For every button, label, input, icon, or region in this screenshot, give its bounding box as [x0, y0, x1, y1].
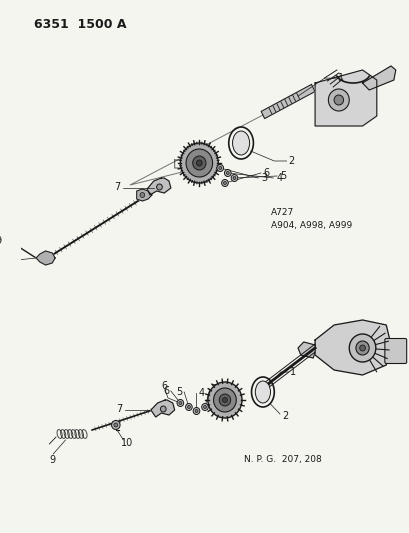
- Circle shape: [219, 394, 230, 406]
- Text: 2: 2: [281, 411, 288, 421]
- Circle shape: [186, 149, 212, 177]
- Circle shape: [359, 345, 364, 351]
- Polygon shape: [151, 400, 174, 417]
- Circle shape: [196, 160, 202, 166]
- Circle shape: [221, 180, 228, 187]
- Polygon shape: [315, 70, 376, 126]
- Circle shape: [224, 169, 231, 176]
- Circle shape: [180, 143, 218, 183]
- Text: 6: 6: [263, 168, 269, 178]
- Circle shape: [328, 89, 348, 111]
- Circle shape: [216, 165, 223, 172]
- Circle shape: [177, 400, 183, 407]
- Circle shape: [111, 421, 120, 430]
- Circle shape: [333, 95, 343, 105]
- Circle shape: [140, 192, 144, 198]
- Text: 10: 10: [120, 438, 133, 448]
- Circle shape: [222, 398, 227, 402]
- Text: 3: 3: [261, 173, 267, 183]
- Text: 7: 7: [114, 182, 120, 192]
- Text: N. P. G.  207, 208: N. P. G. 207, 208: [243, 455, 321, 464]
- Polygon shape: [136, 189, 151, 201]
- Text: 1: 1: [337, 73, 343, 83]
- Text: 3: 3: [211, 384, 217, 394]
- Text: A727
A904, A998, A999: A727 A904, A998, A999: [270, 208, 351, 230]
- Polygon shape: [315, 320, 390, 375]
- Circle shape: [178, 401, 181, 405]
- Circle shape: [185, 403, 192, 410]
- Polygon shape: [36, 251, 55, 265]
- Ellipse shape: [232, 131, 249, 155]
- Text: 6: 6: [163, 386, 169, 396]
- Text: 6351  1500 A: 6351 1500 A: [34, 18, 126, 31]
- Ellipse shape: [255, 381, 270, 403]
- Circle shape: [192, 156, 205, 170]
- Circle shape: [218, 166, 221, 169]
- Circle shape: [195, 409, 198, 413]
- FancyBboxPatch shape: [384, 338, 406, 364]
- Text: 6: 6: [161, 381, 167, 391]
- Circle shape: [114, 423, 117, 427]
- Circle shape: [231, 174, 237, 182]
- Circle shape: [156, 184, 162, 190]
- Polygon shape: [147, 178, 171, 195]
- Text: 2: 2: [288, 156, 294, 166]
- Circle shape: [355, 341, 368, 355]
- Circle shape: [213, 388, 236, 412]
- Polygon shape: [297, 342, 315, 358]
- Text: 4: 4: [198, 388, 204, 398]
- Circle shape: [193, 408, 199, 415]
- Text: 9: 9: [0, 236, 1, 246]
- Circle shape: [203, 406, 206, 408]
- Circle shape: [207, 382, 241, 418]
- Circle shape: [160, 406, 166, 412]
- Text: 5: 5: [176, 387, 182, 397]
- Text: 9: 9: [49, 455, 55, 465]
- Text: 4: 4: [276, 173, 282, 183]
- Circle shape: [348, 334, 375, 362]
- Text: 1: 1: [290, 367, 296, 377]
- Text: 7: 7: [115, 404, 122, 414]
- Circle shape: [201, 403, 208, 410]
- Circle shape: [223, 182, 226, 184]
- Text: 5: 5: [279, 171, 285, 181]
- Circle shape: [187, 406, 190, 408]
- Circle shape: [232, 176, 235, 180]
- Polygon shape: [261, 84, 314, 118]
- Polygon shape: [362, 66, 395, 90]
- Circle shape: [226, 172, 229, 174]
